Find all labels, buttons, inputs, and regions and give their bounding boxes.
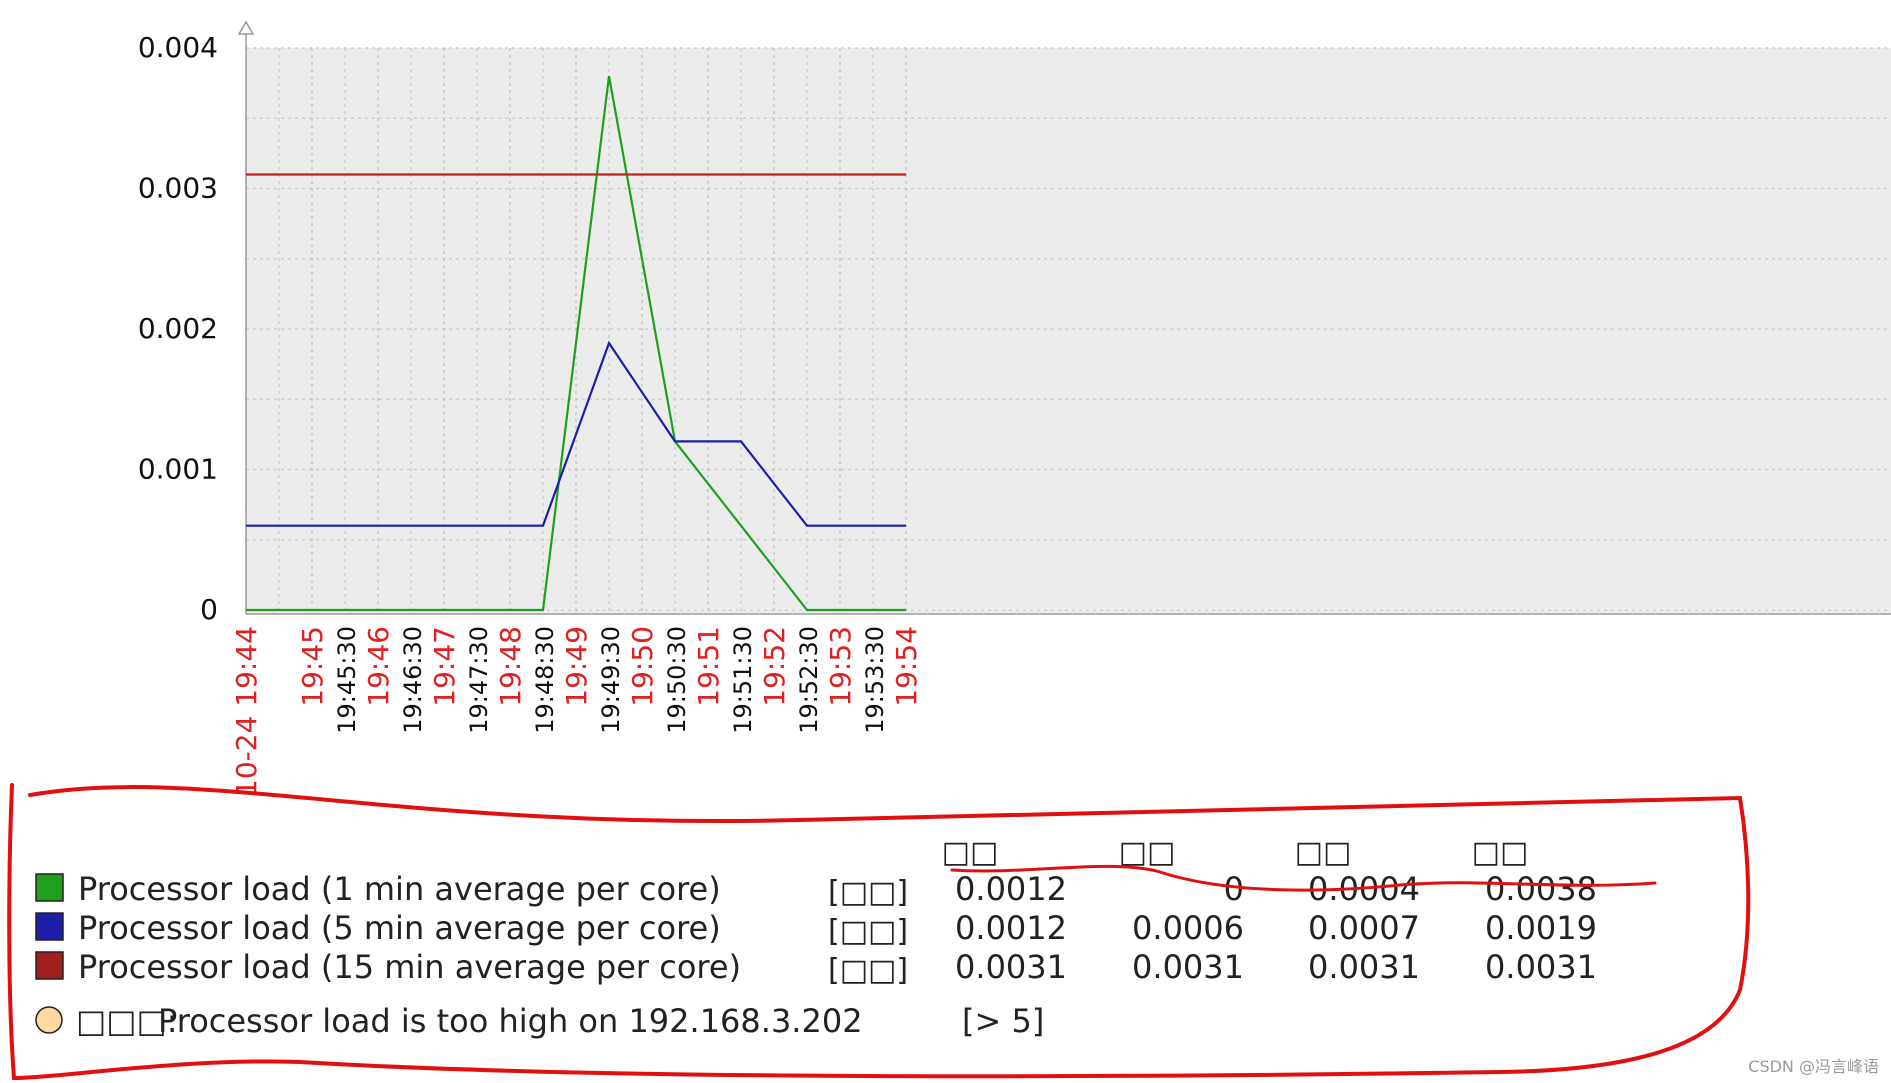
x-tick-label: 19:52 — [758, 626, 791, 707]
plot-area — [246, 48, 1891, 614]
y-tick-label: 0.004 — [138, 31, 218, 64]
y-axis-arrow-icon — [237, 20, 255, 35]
series-line-2 — [246, 340, 906, 527]
legend-swatch — [35, 951, 64, 980]
trigger-prefix: □□□: — [76, 1002, 177, 1040]
y-tick-label: 0.003 — [138, 172, 218, 205]
legend-series-label: Processor load (1 min average per core) — [78, 870, 721, 908]
y-tick-label: 0 — [200, 593, 218, 626]
x-tick-label: 19:49 — [560, 626, 593, 707]
x-tick-label: 19:52:30 — [795, 626, 823, 734]
legend-function: [□□] — [828, 914, 908, 949]
legend-column-header: □□ — [1295, 835, 1352, 870]
x-tick-label: 19:50 — [626, 626, 659, 707]
x-tick-label: 19:46 — [362, 626, 395, 707]
x-tick-label: 19:47:30 — [465, 626, 493, 734]
x-tick-label: 19:54 — [890, 626, 923, 707]
legend-value: 0.0031 — [1308, 948, 1420, 986]
legend-column-header: □□ — [1119, 835, 1176, 870]
series-group — [246, 75, 906, 612]
legend-value: 0.0031 — [955, 948, 1067, 986]
x-tick-label: 19:50:30 — [663, 626, 691, 734]
red-strike-line — [950, 864, 1657, 892]
watermark: CSDN @冯言峰语 — [1748, 1057, 1879, 1076]
legend-swatch — [35, 912, 64, 941]
legend-series-label: Processor load (5 min average per core) — [78, 909, 721, 947]
legend-function: [□□] — [828, 875, 908, 910]
legend-swatch — [35, 873, 64, 902]
trigger-text: Processor load is too high on 192.168.3.… — [158, 1002, 863, 1040]
y-axis: 0 0.001 0.002 0.003 0.004 — [138, 20, 255, 626]
legend-function: [□□] — [828, 953, 908, 988]
x-tick-label: 19:51:30 — [729, 626, 757, 734]
legend-value: 0 — [1224, 870, 1244, 908]
legend-value: 0.0012 — [955, 870, 1067, 908]
x-tick-label: 19:53:30 — [861, 626, 889, 734]
legend-value: 0.0006 — [1132, 909, 1244, 947]
x-tick-label: 19:47 — [428, 626, 461, 707]
legend-value: 0.0019 — [1485, 909, 1597, 947]
trigger-threshold: [> 5] — [962, 1002, 1044, 1040]
x-tick-label: 19:48 — [494, 626, 527, 707]
x-tick-label: 19:51 — [692, 626, 725, 707]
y-tick-label: 0.001 — [138, 453, 218, 486]
grid — [245, 47, 1891, 614]
legend-column-header: □□ — [942, 835, 999, 870]
y-tick-label: 0.002 — [138, 312, 218, 345]
x-tick-label: 19:45:30 — [333, 626, 361, 734]
legend-value: 0.0038 — [1485, 870, 1597, 908]
legend-value: 0.0007 — [1308, 909, 1420, 947]
x-tick-label: 19:46:30 — [399, 626, 427, 734]
x-tick-label: 19:48:30 — [531, 626, 559, 734]
legend-series-label: Processor load (15 min average per core) — [78, 948, 741, 986]
legend-value: 0.0012 — [955, 909, 1067, 947]
legend: □□ □□ □□ □□ Processor load (1 min average pe… — [35, 835, 1597, 1040]
legend-column-header: □□ — [1472, 835, 1529, 870]
red-annotation-outline — [7, 783, 1751, 1081]
legend-value: 0.0031 — [1485, 948, 1597, 986]
x-tick-label: 19:53 — [824, 626, 857, 707]
legend-value: 0.0031 — [1132, 948, 1244, 986]
x-tick-label: 10-24 19:44 — [230, 626, 263, 797]
x-axis: 10-24 19:44 19:45 19:45:30 19:46 19:46:30 19:… — [230, 613, 1891, 797]
trigger-marker-icon — [35, 1006, 63, 1034]
x-tick-label: 19:49:30 — [597, 626, 625, 734]
x-tick-label: 19:45 — [296, 626, 329, 707]
